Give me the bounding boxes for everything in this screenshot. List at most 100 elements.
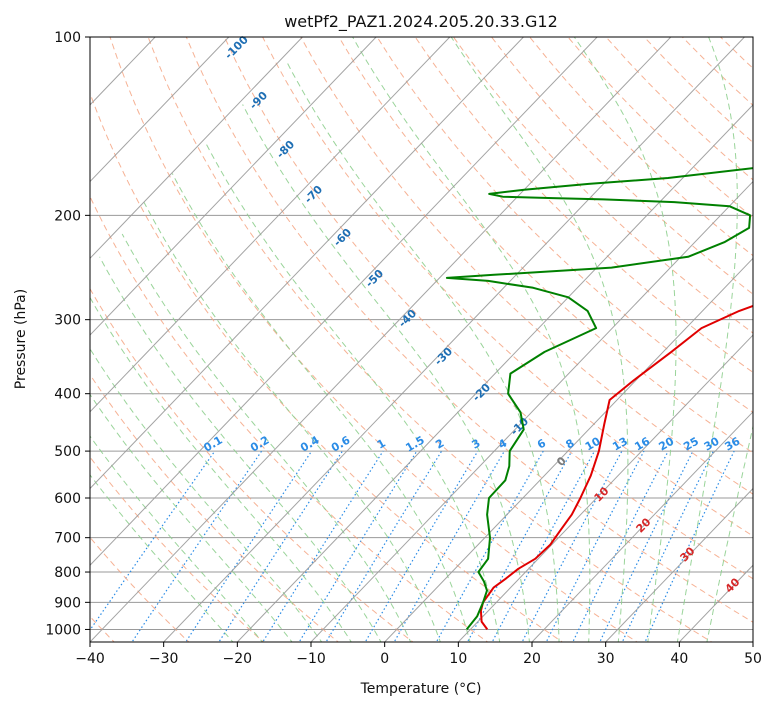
background-grid bbox=[90, 10, 775, 645]
moist-adiabat-label: 40 bbox=[723, 575, 743, 595]
moist-adiabat-line bbox=[90, 347, 323, 642]
isotherm-line bbox=[90, 37, 524, 490]
x-tick-label: 20 bbox=[523, 651, 541, 667]
dry-adiabat-line bbox=[90, 456, 265, 642]
mixing-ratio-line bbox=[364, 450, 479, 642]
mixing-ratio-line bbox=[185, 450, 313, 642]
dry-adiabat-line bbox=[490, 37, 753, 295]
moist-adiabat-line bbox=[352, 37, 591, 642]
mixing-ratio-line bbox=[572, 450, 669, 642]
x-tick-label: 10 bbox=[449, 651, 467, 667]
x-tick-label: −20 bbox=[223, 651, 253, 667]
temperature-profile-line bbox=[479, 304, 753, 630]
mixing-ratio-line bbox=[545, 450, 645, 642]
y-axis-ticks: 100 200 300 400 500 600 700 800 900 1000 bbox=[45, 30, 90, 638]
dry-adiabat-line bbox=[643, 37, 753, 144]
dry-adiabat-label: -90 bbox=[247, 89, 270, 112]
dry-adiabat-line bbox=[147, 37, 713, 642]
isotherm-line bbox=[531, 411, 753, 642]
moist-adiabat-line bbox=[90, 296, 352, 642]
moist-adiabat-line bbox=[286, 61, 560, 642]
isotherm-line bbox=[236, 104, 753, 642]
isotherm-line bbox=[457, 334, 753, 642]
moist-adiabat-label: 0 bbox=[554, 454, 569, 469]
moist-adiabat-line bbox=[706, 424, 753, 642]
moist-adiabat-line bbox=[450, 37, 629, 642]
dry-adiabat-line bbox=[300, 37, 753, 495]
mixing-ratio-line bbox=[393, 450, 505, 642]
mixing-ratio-label: 6 bbox=[535, 436, 548, 451]
dry-adiabat-line bbox=[90, 536, 190, 642]
x-tick-label: 0 bbox=[380, 651, 389, 667]
mixing-ratio-line bbox=[90, 450, 216, 632]
x-tick-label: −30 bbox=[149, 651, 179, 667]
x-axis-ticks: −40 −30 −20 −10 0 10 20 30 40 50 bbox=[75, 642, 762, 667]
moist-adiabat-line bbox=[676, 37, 738, 642]
y-tick-label: 400 bbox=[54, 387, 81, 403]
dry-adiabat-line bbox=[768, 10, 775, 645]
x-tick-label: −10 bbox=[296, 651, 326, 667]
moist-adiabat-line bbox=[171, 173, 471, 642]
y-tick-label: 500 bbox=[54, 444, 81, 460]
x-tick-label: 40 bbox=[670, 651, 688, 667]
isotherm-line bbox=[752, 641, 753, 642]
y-axis-label: Pressure (hPa) bbox=[13, 289, 29, 389]
mixing-ratio-line bbox=[298, 450, 418, 642]
dry-adiabat-label: -80 bbox=[274, 138, 297, 161]
moist-adiabat-label: 30 bbox=[678, 544, 698, 564]
y-tick-label: 600 bbox=[54, 491, 81, 507]
isotherm-line bbox=[384, 257, 753, 642]
isotherm-line bbox=[90, 37, 598, 566]
dry-adiabat-line bbox=[223, 37, 753, 580]
mixing-ratio-label: 3 bbox=[469, 437, 482, 452]
isotherm-line bbox=[90, 37, 451, 413]
x-axis-label: Temperature (°C) bbox=[360, 681, 482, 697]
dry-adiabat-line bbox=[376, 37, 753, 413]
dry-adiabat-label: -20 bbox=[470, 381, 493, 404]
dry-adiabat-label: -40 bbox=[396, 307, 419, 330]
chart-title: wetPf2_PAZ1.2024.205.20.33.G12 bbox=[284, 12, 558, 32]
mixing-ratio-line bbox=[325, 450, 443, 642]
mixing-ratio-line bbox=[491, 450, 596, 642]
isotherm-line bbox=[163, 37, 745, 642]
moist-adiabat-line bbox=[573, 37, 677, 642]
dry-adiabat-line bbox=[262, 37, 753, 537]
mixing-ratio-line bbox=[644, 450, 735, 642]
dewpoint-profile-line bbox=[445, 167, 753, 631]
dry-adiabat-line bbox=[529, 37, 753, 257]
mixing-ratio-label: 2 bbox=[433, 437, 446, 452]
sounding-profiles bbox=[445, 167, 753, 631]
moist-adiabat-line bbox=[121, 233, 412, 642]
moist-adiabat-line bbox=[204, 141, 501, 642]
moist-adiabat-line bbox=[90, 474, 234, 642]
y-tick-label: 200 bbox=[54, 208, 81, 224]
dry-adiabat-label: -30 bbox=[432, 345, 455, 368]
y-tick-label: 100 bbox=[54, 30, 81, 46]
y-tick-label: 900 bbox=[54, 595, 81, 611]
moist-adiabat-line bbox=[143, 201, 441, 642]
moist-adiabat-line bbox=[99, 256, 382, 642]
dry-adiabat-line bbox=[567, 37, 753, 219]
x-tick-label: 50 bbox=[744, 651, 762, 667]
plot-frame bbox=[89, 36, 754, 643]
isotherm-line bbox=[90, 37, 672, 642]
y-tick-label: 1000 bbox=[45, 622, 81, 638]
dry-adiabat-label: -50 bbox=[363, 267, 386, 290]
isotherm-line bbox=[90, 37, 230, 183]
dry-adiabat-line bbox=[681, 37, 753, 106]
mixing-ratio-line bbox=[521, 450, 623, 642]
moist-adiabat-line bbox=[90, 435, 264, 642]
isotherm-line bbox=[90, 37, 303, 260]
isotherm-line bbox=[310, 180, 753, 642]
mixing-ratio-line bbox=[599, 450, 694, 642]
isotherm-line bbox=[605, 487, 753, 642]
y-tick-label: 800 bbox=[54, 565, 81, 581]
dry-adiabat-label: -60 bbox=[331, 226, 354, 249]
y-tick-label: 300 bbox=[54, 313, 81, 329]
dry-adiabat-line bbox=[338, 37, 753, 454]
dry-adiabat-line bbox=[414, 37, 753, 374]
mixing-ratio-label: 4 bbox=[496, 436, 509, 451]
moist-adiabat-line bbox=[242, 104, 530, 642]
y-tick-label: 700 bbox=[54, 531, 81, 547]
